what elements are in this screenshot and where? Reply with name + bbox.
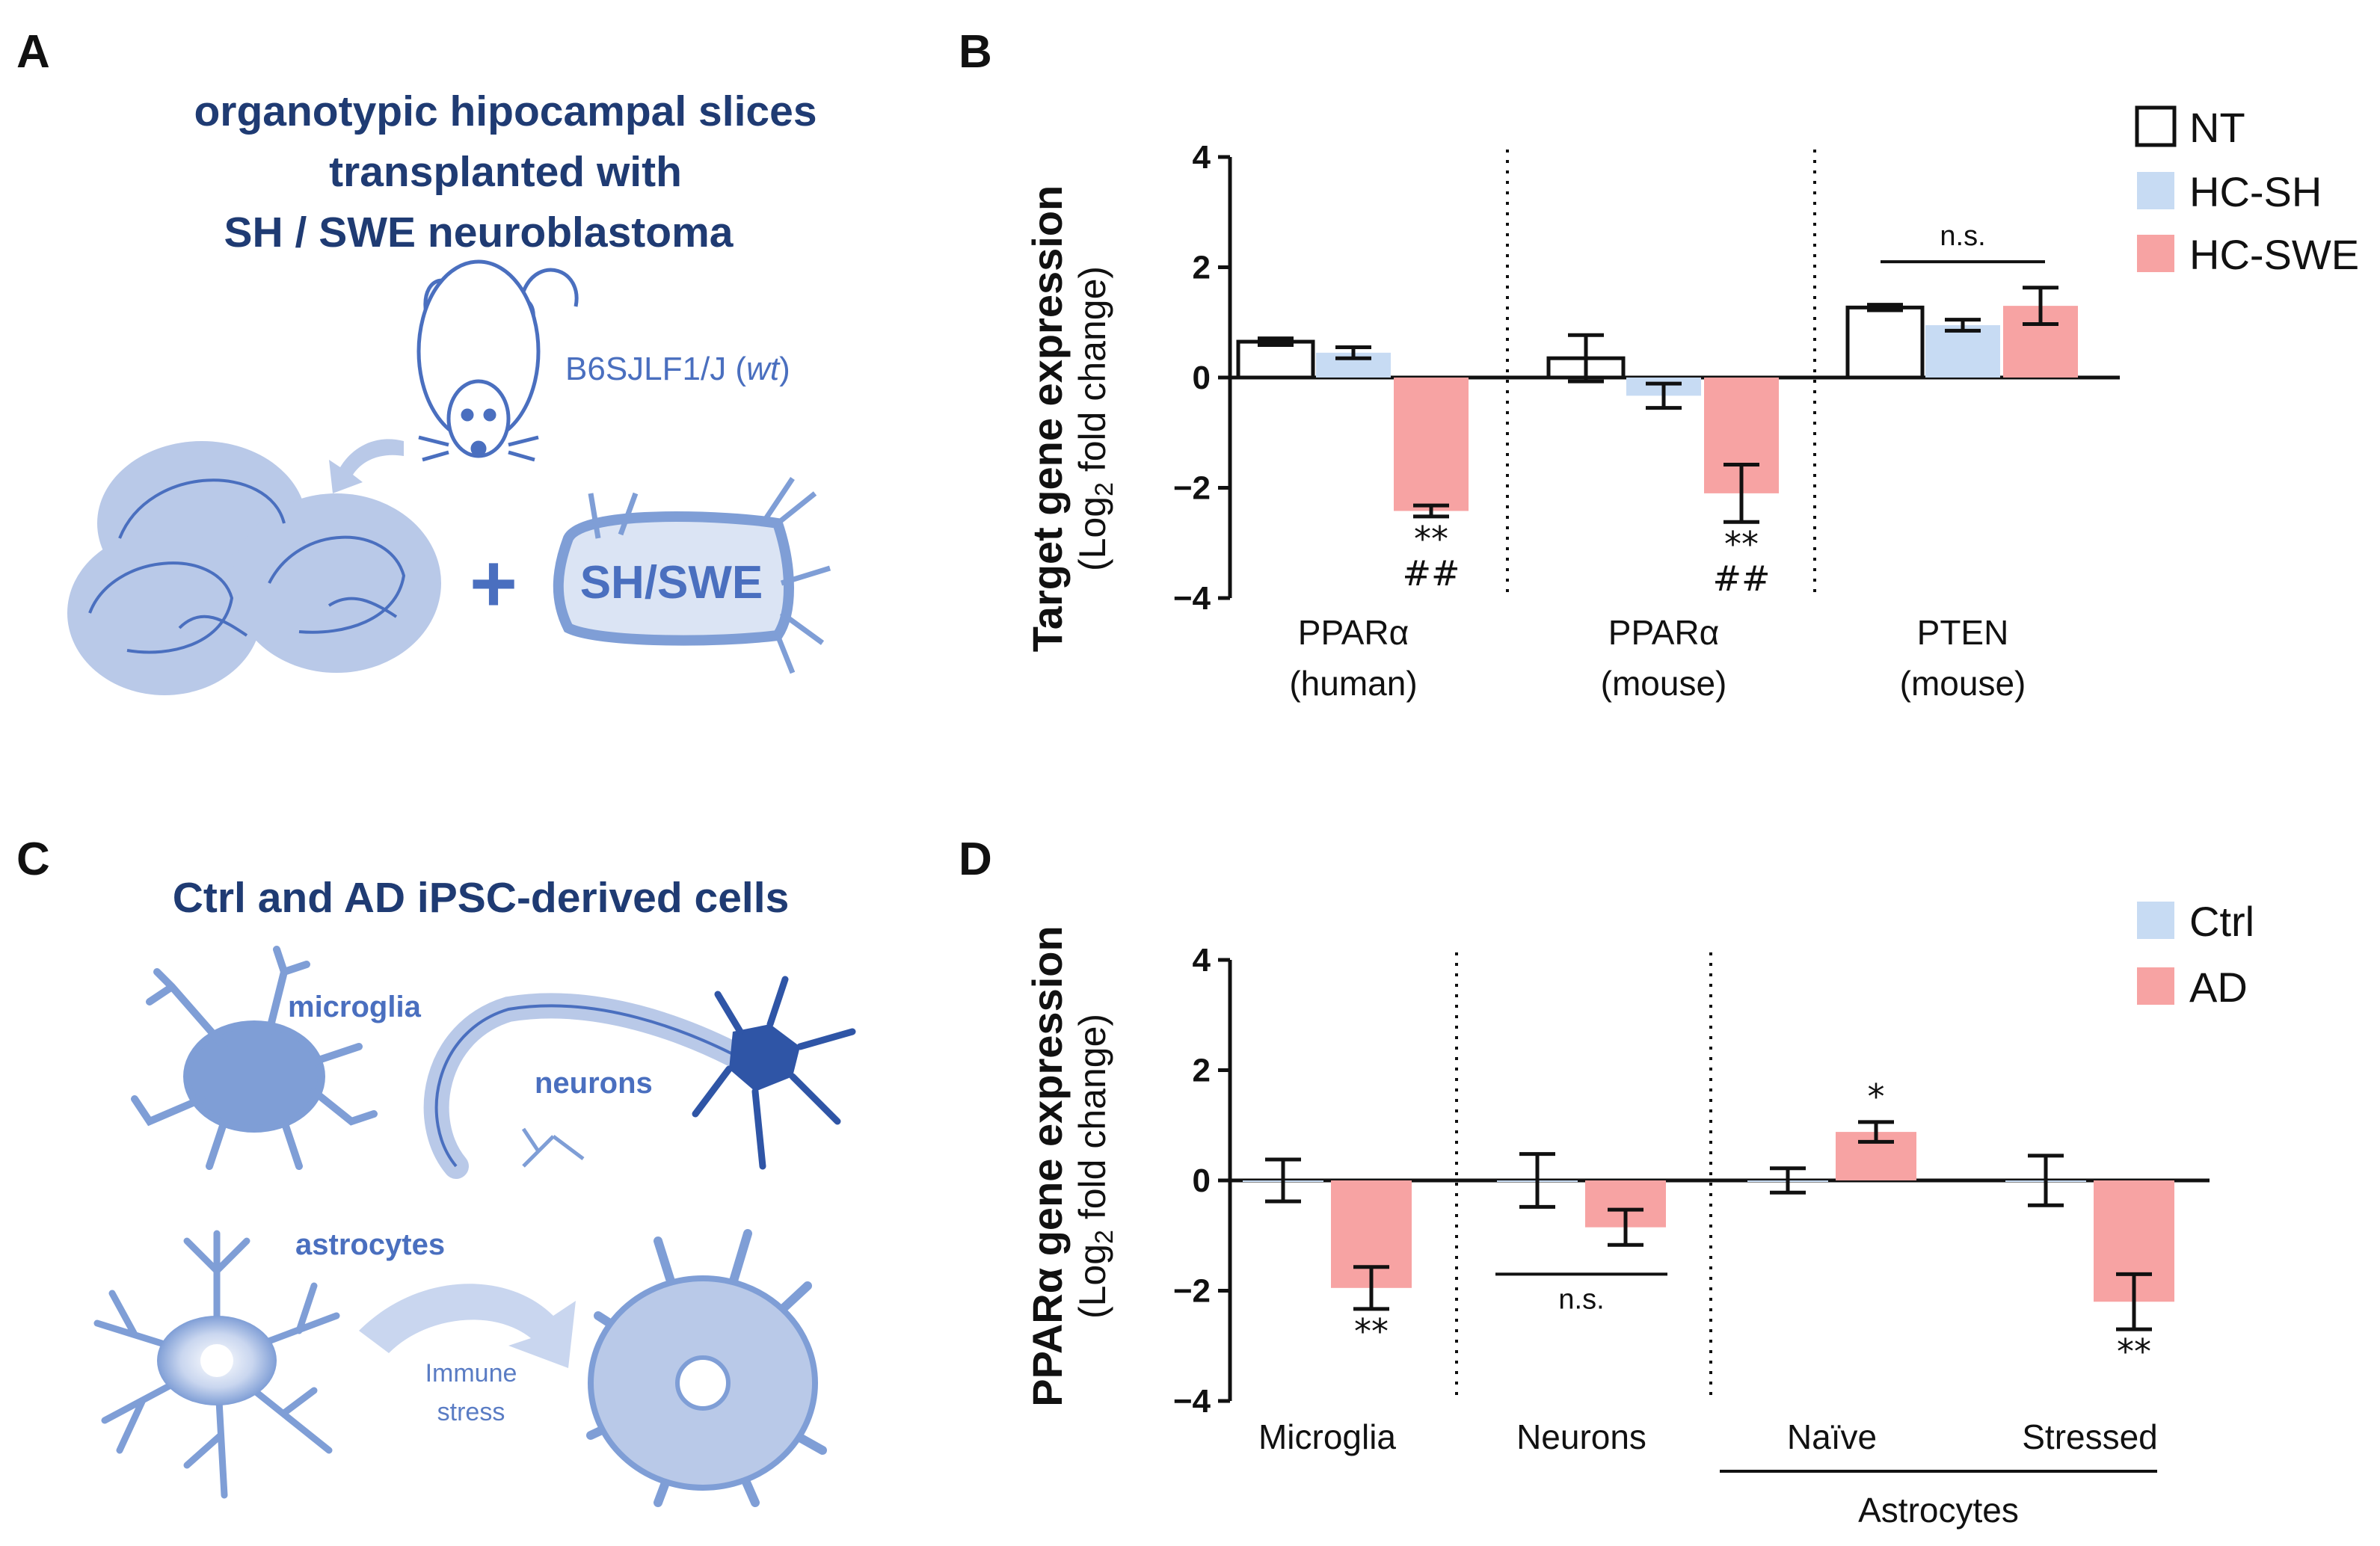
bar-hc-swe-0 <box>1394 378 1469 511</box>
panel-a-title-line-1: organotypic hipocampal slices <box>194 87 817 135</box>
panel-d-ylabel: PPARα gene expression (Log2 fold change) <box>1024 926 1119 1406</box>
significance-mark: ## <box>1712 558 1770 599</box>
panel-c-letter: C <box>16 834 50 885</box>
immune-stress-line-1: Immune <box>425 1359 517 1388</box>
category-label: Neurons <box>1516 1417 1646 1456</box>
panel-d-ylabel-sub: (Log2 fold change) <box>1071 1014 1119 1319</box>
legend-swatch-ad <box>2137 967 2174 1005</box>
category-label-sub: (mouse) <box>1900 664 2026 703</box>
category-label: Naïve <box>1787 1417 1877 1456</box>
significance-mark: ** <box>1414 519 1448 559</box>
microglia-icon <box>131 946 378 1170</box>
legend-swatch-hc-sh <box>2137 172 2174 209</box>
astrocyte-icon <box>93 1230 340 1499</box>
significance-mark: ** <box>1724 524 1759 564</box>
immune-stress-line-2: stress <box>437 1398 505 1426</box>
panel-a-title-line-2: transplanted with <box>329 148 682 196</box>
panel-c: C Ctrl and AD iPSC-derived cells microgl… <box>16 834 856 1507</box>
legend-swatch-nt <box>2135 105 2177 147</box>
astrocytes-label: astrocytes <box>295 1228 445 1261</box>
y-tick-label: −2 <box>1173 1273 1211 1310</box>
legend-swatch-ctrl <box>2137 902 2174 939</box>
legend-label-hc-swe: HC-SWE <box>2189 231 2359 278</box>
significance-mark: ** <box>2117 1331 2151 1372</box>
y-tick-label: −4 <box>1173 580 1211 617</box>
significance-mark: ## <box>1402 553 1460 594</box>
y-tick-label: 0 <box>1193 360 1211 396</box>
neuron-icon <box>423 976 856 1179</box>
panel-b-letter: B <box>959 26 992 78</box>
y-tick-label: 2 <box>1193 250 1211 286</box>
category-label: Microglia <box>1258 1417 1396 1456</box>
legend-label-nt: NT <box>2189 104 2245 151</box>
plus-sign: + <box>470 538 517 629</box>
bar-nt-0 <box>1236 339 1315 380</box>
mouse-strain-label: B6SJLF1/J (wt) <box>565 351 790 387</box>
significance-mark: ** <box>1354 1311 1389 1352</box>
ns-label: n.s. <box>1940 221 1985 252</box>
svg-text:PPARα gene expression: PPARα gene expression <box>1024 926 1071 1406</box>
legend-label-hc-sh: HC-SH <box>2189 168 2322 215</box>
brain-slice-icon <box>67 441 441 695</box>
svg-text:Target gene expression: Target gene expression <box>1024 185 1071 653</box>
ns-label: n.s. <box>1558 1284 1604 1315</box>
y-tick-label: −4 <box>1173 1383 1211 1420</box>
significance-mark: * <box>1868 1077 1885 1117</box>
panel-b-ylabel-sub: (Log2 fold change) <box>1071 266 1119 571</box>
neurons-label: neurons <box>535 1067 653 1100</box>
stressed-astrocyte-icon <box>586 1229 827 1507</box>
panel-b-legend: NT HC-SH HC-SWE <box>2135 104 2359 278</box>
y-tick-label: −2 <box>1173 470 1211 507</box>
category-label-sub: (mouse) <box>1601 664 1727 703</box>
microglia-label: microglia <box>288 991 422 1023</box>
panel-a: A organotypic hipocampal slices transpla… <box>16 26 831 695</box>
legend-label-ad: AD <box>2189 964 2248 1011</box>
bar-nt-2 <box>1845 305 1925 380</box>
y-tick-label: 4 <box>1193 139 1211 176</box>
cells-label: SH/SWE <box>580 557 763 609</box>
category-label: PPARα <box>1298 613 1409 652</box>
y-tick-label: 2 <box>1193 1053 1211 1089</box>
panel-b-ylabel: Target gene expression (Log2 fold change… <box>1024 185 1119 653</box>
panel-b-chart: 4 2 0 −2 −4 PPARα (human) PPARα (mouse) PTEN (mous… <box>1173 139 2120 703</box>
legend-swatch-hc-swe <box>2137 235 2174 272</box>
curved-arrow-icon <box>359 1284 576 1368</box>
panel-d-legend: Ctrl AD <box>2137 898 2254 1011</box>
y-tick-label: 4 <box>1193 942 1211 979</box>
category-label: PPARα <box>1608 613 1719 652</box>
legend-label-ctrl: Ctrl <box>2189 898 2254 945</box>
panel-b: B Target gene expression (Log2 fold chan… <box>959 26 2359 703</box>
neuroblastoma-cell-icon <box>553 477 831 674</box>
arrow-icon <box>329 439 404 493</box>
category-label: Stressed <box>2022 1417 2158 1456</box>
panel-a-title-line-3: SH / SWE neuroblastoma <box>224 209 734 256</box>
bar-hc-sh-2 <box>1925 324 2000 378</box>
mouse-icon <box>416 259 579 462</box>
group-label: Astrocytes <box>1858 1491 2019 1530</box>
category-label: PTEN <box>1917 613 2009 652</box>
category-label-sub: (human) <box>1289 664 1417 703</box>
panel-d: D PPARα gene expression (Log2 fold chang… <box>959 834 2254 1530</box>
panel-d-letter: D <box>959 834 992 885</box>
y-tick-label: 0 <box>1193 1162 1211 1199</box>
panel-a-letter: A <box>16 26 50 78</box>
panel-c-title: Ctrl and AD iPSC-derived cells <box>173 874 790 922</box>
